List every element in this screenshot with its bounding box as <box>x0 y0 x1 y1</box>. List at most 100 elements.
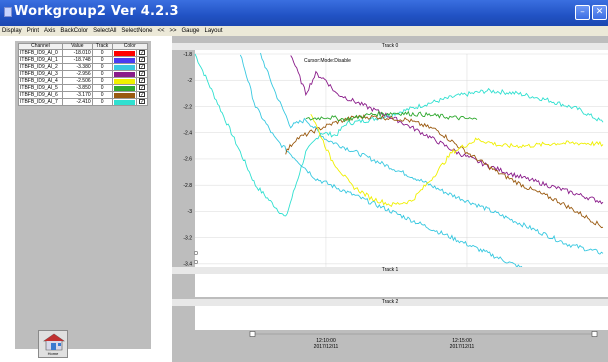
channel-color-swatch[interactable] <box>111 70 138 78</box>
channel-visible-checkbox[interactable]: ✓ <box>136 77 148 85</box>
track-0-scroll-handle-bottom[interactable] <box>193 259 199 265</box>
close-button[interactable]: ✕ <box>592 5 607 20</box>
window-title: Workgroup2 Ver 4.2.3 <box>14 4 179 19</box>
channel-track[interactable]: 0 <box>91 84 113 92</box>
menu-gauge[interactable]: Gauge <box>181 28 200 34</box>
series-line-0 <box>194 53 604 217</box>
y-tick-label: -3.2 <box>183 235 192 241</box>
series-line-1 <box>260 52 604 255</box>
checkmark-icon: ✓ <box>139 78 146 84</box>
channel-color-swatch[interactable] <box>111 63 138 71</box>
time-scroll-handle-left[interactable] <box>249 331 256 337</box>
y-tick-label: -1.8 <box>183 52 192 58</box>
home-label: Home <box>47 351 59 356</box>
menu-axis[interactable]: Axis <box>44 28 56 34</box>
table-row[interactable]: ITBFB_ID9_AI_2 -3.380 0 ✓ <box>18 63 148 71</box>
channel-visible-checkbox[interactable]: ✓ <box>136 84 148 92</box>
track-0-title: Track 0 <box>172 43 608 50</box>
channel-value: -2.956 <box>61 70 93 78</box>
time-scroll-handle-right[interactable] <box>591 331 598 337</box>
menu-backcolor[interactable]: BackColor <box>60 28 89 34</box>
table-row[interactable]: ITBFB_ID9_AI_6 -3.170 0 ✓ <box>18 91 148 99</box>
track-0-scroll-handle-top[interactable] <box>193 250 199 256</box>
table-row[interactable]: ITBFB_ID9_AI_7 -2.410 0 ✓ <box>18 98 148 106</box>
menu-print[interactable]: Print <box>26 28 40 34</box>
channel-value: -3.380 <box>61 63 93 71</box>
track-2-chart[interactable] <box>195 306 608 330</box>
y-tick-label: -3 <box>188 209 193 215</box>
series-line-2 <box>239 54 548 277</box>
menu-selectnone[interactable]: SelectNone <box>121 28 153 34</box>
table-row[interactable]: ITBFB_ID9_AI_5 -3.850 0 ✓ <box>18 84 148 92</box>
channel-color-swatch[interactable] <box>111 84 138 92</box>
channel-value: -2.410 <box>61 98 93 106</box>
track-1-chart[interactable] <box>195 274 608 297</box>
channel-name: ITBFB_ID9_AI_2 <box>18 63 63 71</box>
checkmark-icon: ✓ <box>139 57 146 63</box>
table-row[interactable]: ITBFB_ID9_AI_1 -18.748 0 ✓ <box>18 56 148 64</box>
channel-color-swatch[interactable] <box>111 56 138 64</box>
checkmark-icon: ✓ <box>139 99 146 105</box>
menu-next[interactable]: >> <box>169 28 177 34</box>
table-row[interactable]: ITBFB_ID9_AI_3 -2.956 0 ✓ <box>18 70 148 78</box>
channel-value: -3.850 <box>61 84 93 92</box>
home-button[interactable]: Home <box>38 330 68 358</box>
checkmark-icon: ✓ <box>139 85 146 91</box>
time-scrollbar[interactable] <box>172 330 608 338</box>
menu-display[interactable]: Display <box>2 28 22 34</box>
channel-visible-checkbox[interactable]: ✓ <box>136 63 148 71</box>
channel-value: -2.506 <box>61 77 93 85</box>
channel-color-swatch[interactable] <box>111 98 138 106</box>
channel-visible-checkbox[interactable]: ✓ <box>136 70 148 78</box>
y-tick-label: -2.6 <box>183 157 192 163</box>
track-1-title: Track 1 <box>172 267 608 274</box>
channel-visible-checkbox[interactable]: ✓ <box>136 98 148 106</box>
y-tick-label: -2.8 <box>183 183 192 189</box>
table-row[interactable]: ITBFB_ID9_AI_4 -2.506 0 ✓ <box>18 77 148 85</box>
channel-track[interactable]: 0 <box>91 56 113 64</box>
checkmark-icon: ✓ <box>139 92 146 98</box>
table-row[interactable]: ITBFB_ID9_AI_0 -18.010 0 ✓ <box>18 49 148 57</box>
track-2-title: Track 2 <box>172 299 608 306</box>
channel-name: ITBFB_ID9_AI_1 <box>18 56 63 64</box>
checkmark-icon: ✓ <box>139 50 146 56</box>
channel-visible-checkbox[interactable]: ✓ <box>136 91 148 99</box>
table-header-row: Channel Value Track Color <box>18 43 149 50</box>
channel-color-swatch[interactable] <box>111 77 138 85</box>
menu-selectall[interactable]: SelectAll <box>93 28 117 34</box>
channel-color-swatch[interactable] <box>111 49 138 57</box>
channel-name: ITBFB_ID9_AI_4 <box>18 77 63 85</box>
series-line-5 <box>310 113 604 207</box>
channel-name: ITBFB_ID9_AI_6 <box>18 91 63 99</box>
menu-layout[interactable]: Layout <box>204 28 223 34</box>
x-tick-1-time: 12:10:00 <box>316 338 336 344</box>
app-icon <box>4 7 12 17</box>
channel-track[interactable]: 0 <box>91 98 113 106</box>
channel-table: Channel Value Track Color ITBFB_ID9_AI_0… <box>18 43 149 106</box>
channel-track[interactable]: 0 <box>91 49 113 57</box>
menu-bar: Display Print Axis BackColor SelectAll S… <box>0 26 608 36</box>
y-tick-label: -2 <box>188 78 193 84</box>
channel-color-swatch[interactable] <box>111 91 138 99</box>
channel-track[interactable]: 0 <box>91 77 113 85</box>
channel-visible-checkbox[interactable]: ✓ <box>136 56 148 64</box>
tracks-pane: Track 0 -1.8 -2 -2.2 -2.4 -2.6 -2.8 -3 -3.2 -3.4… <box>172 36 608 362</box>
channel-track[interactable]: 0 <box>91 63 113 71</box>
channel-track[interactable]: 0 <box>91 70 113 78</box>
channel-name: ITBFB_ID9_AI_0 <box>18 49 63 57</box>
x-tick-1-date: 2017/12/11 <box>313 344 339 350</box>
channel-value: -3.170 <box>61 91 93 99</box>
channel-pane: Channel Value Track Color ITBFB_ID9_AI_0… <box>0 36 164 362</box>
menu-prev[interactable]: << <box>157 28 165 34</box>
minimize-button[interactable]: – <box>575 5 590 20</box>
series-line-3 <box>290 55 604 205</box>
house-icon <box>43 333 65 351</box>
y-tick-label: -3.4 <box>183 262 192 268</box>
channel-visible-checkbox[interactable]: ✓ <box>136 49 148 57</box>
channel-track[interactable]: 0 <box>91 91 113 99</box>
checkmark-icon: ✓ <box>139 64 146 70</box>
y-tick-label: -2.2 <box>183 104 192 110</box>
x-tick-2: 12:15:00 2017/12/11 <box>442 338 482 350</box>
track-0-chart[interactable]: -1.8 -2 -2.2 -2.4 -2.6 -2.8 -3 -3.2 -3.4 Cursor:… <box>172 50 608 277</box>
y-tick-label: -2.4 <box>183 131 192 137</box>
